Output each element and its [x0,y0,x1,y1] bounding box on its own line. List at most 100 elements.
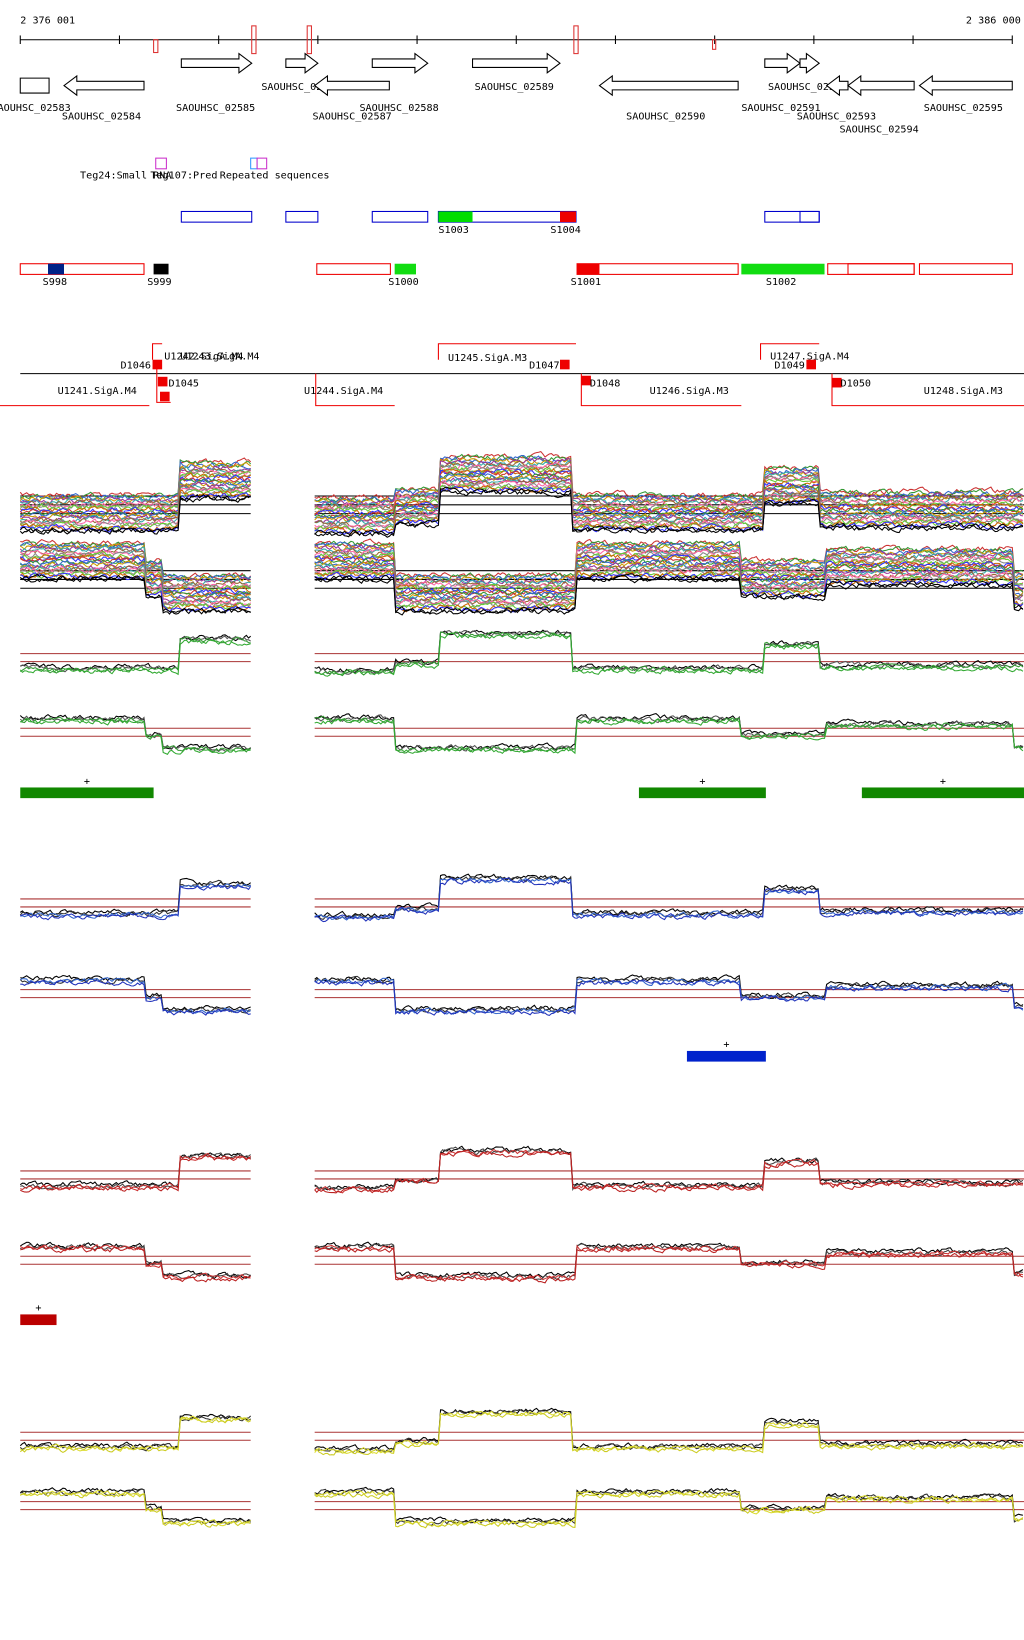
expression-trace [20,717,251,755]
expression-trace [20,634,252,671]
segment-box [371,210,429,223]
expression-block [20,1314,57,1326]
gene-label: SAOUHSC_02589 [475,82,554,93]
segment-fill [48,263,64,275]
annotation-mark [256,157,268,170]
expression-trace [314,540,1024,583]
segment-label: S1004 [550,225,580,236]
expression-trace [314,454,1023,504]
expression-block [20,787,154,799]
expression-block [686,1050,766,1062]
expression-trace [20,974,251,1013]
expression-trace [314,1407,1024,1451]
expression-trace [314,714,1024,752]
expression-trace [19,543,251,585]
expression-trace [314,566,1024,607]
segment-box [316,263,391,275]
segment-box [576,263,739,275]
expression-trace [20,486,251,527]
segment-fill [741,263,825,275]
expression-trace [19,492,251,533]
promoter-box [160,391,170,402]
annotation-label: Teg107:Pred [150,170,217,181]
expression-trace [314,1145,1024,1191]
gene-arrow [472,52,561,74]
gene-label: SAOUHSC_02588 [359,103,438,114]
expression-trace [19,481,252,522]
gene-label: SAOUHSC_02594 [839,125,918,136]
segment-box [918,263,1013,275]
segment-label: S999 [147,277,171,288]
expression-trace [314,629,1024,675]
gene-label: SAOUHSC_02585 [176,103,255,114]
expression-trace [19,1415,251,1452]
annotation-mark [250,157,258,170]
expression-trace [19,638,251,676]
expression-trace [314,475,1024,524]
expression-trace [314,1491,1024,1529]
expression-trace [19,493,252,534]
expression-trace [314,977,1024,1015]
expression-trace [19,489,251,532]
expression-trace [314,573,1024,614]
expression-trace [314,563,1024,604]
gene-arrow [371,52,429,74]
expression-trace [314,1410,1024,1456]
promoter-label: D1048 [590,378,620,389]
promoter-label: D1045 [169,378,199,389]
expression-trace [314,1241,1024,1279]
annotation-mark [155,157,167,170]
promoter-label: D1049 [774,360,804,371]
ruler-end: 2 386 000 [966,16,1021,27]
promoter-bracket [760,343,820,360]
expression-trace [19,545,251,587]
segment-label: S1000 [388,277,418,288]
expression-trace [19,487,252,528]
expression-block [861,787,1024,799]
expression-trace [314,974,1024,1013]
segment-box [847,263,915,275]
expression-trace [314,717,1024,755]
ruler-feature [153,39,159,54]
segment-box [180,210,253,223]
gene-arrow [598,74,739,97]
expression-trace [19,558,251,599]
expression-trace [314,558,1024,600]
segment-fill [394,263,416,275]
expression-trace [20,884,252,921]
promoter-box [581,375,591,386]
segment-fill [577,263,600,275]
expression-trace [314,1146,1024,1192]
gene-label: SAOUHSC_02591 [741,103,820,114]
gene-label: SAOUHSC_02592 [768,82,847,93]
ruler-start: 2 376 001 [20,16,75,27]
ruler-feature [573,25,579,55]
promoter-label: U1247.SigA.M4 [770,352,849,363]
expression-trace [314,1149,1023,1194]
expression-trace [19,877,251,917]
expression-trace [20,465,252,505]
block-marker: + [35,1303,41,1314]
gene-label: SAOUHSC_02586 [261,82,340,93]
expression-trace [314,1244,1024,1282]
gene-label: SAOUHSC_02584 [62,112,141,123]
expression-trace [314,472,1024,520]
ruler-feature [251,25,257,55]
promoter-box [806,359,816,370]
block-marker: + [84,776,90,787]
segment-box [19,263,145,275]
gene-label: SAOUHSC_02590 [626,112,705,123]
promoter-bracket [152,343,163,360]
expression-trace [19,1416,251,1454]
segment-label: S1002 [766,277,796,288]
expression-trace [314,1488,1023,1526]
expression-trace [19,563,252,605]
annotation-label: Teg24:Small RNA [80,170,171,181]
expression-trace [314,632,1024,677]
segment-fill [153,263,169,275]
expression-trace [19,1413,251,1449]
promoter-label: D1050 [841,378,871,389]
expression-trace [20,716,251,753]
segment-label: S998 [43,277,67,288]
expression-trace [20,1154,251,1193]
